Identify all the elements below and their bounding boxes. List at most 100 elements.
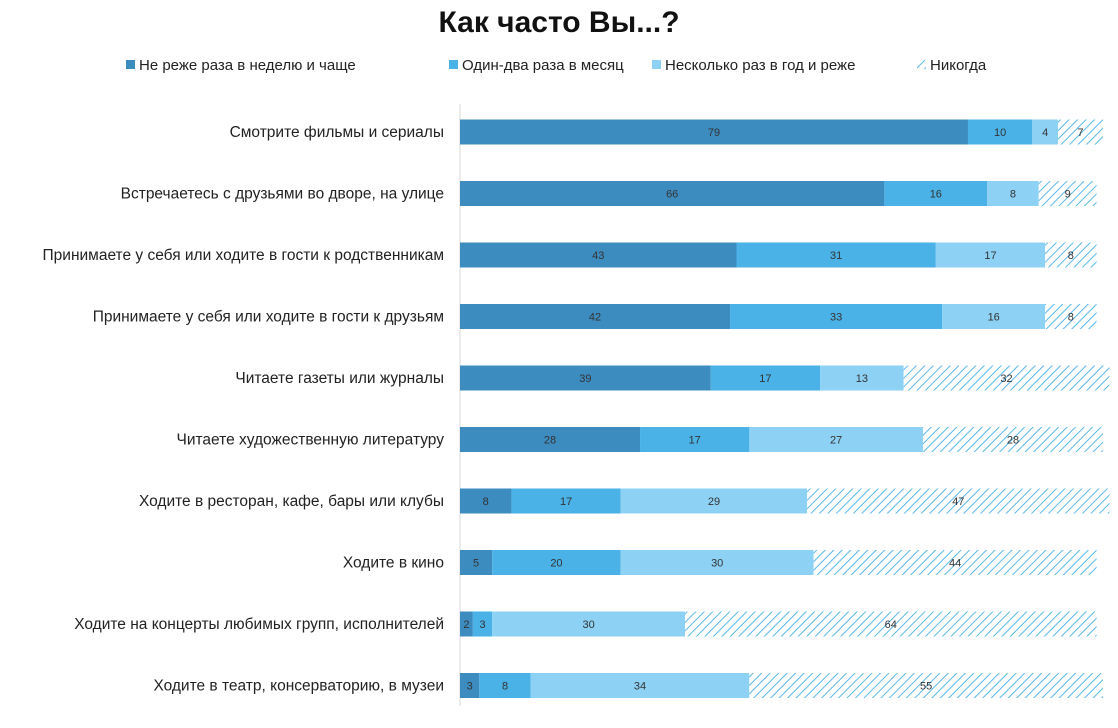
bar-segment <box>460 427 641 452</box>
bar-segment <box>749 673 1103 698</box>
bar-segment <box>1032 119 1058 145</box>
bar-segment <box>460 119 968 145</box>
bar-segment <box>967 119 1033 145</box>
category-label: Читаете газеты или журналы <box>235 370 444 387</box>
data-label: 28 <box>544 435 556 447</box>
data-label: 30 <box>711 558 723 570</box>
data-label: 8 <box>483 496 489 508</box>
bar-segment <box>640 427 750 452</box>
category-labels: Смотрите фильмы и сериалы Встречаетесь с … <box>43 124 445 695</box>
data-label: 16 <box>988 312 1000 324</box>
data-label: 3 <box>479 619 485 631</box>
bar-segment <box>749 427 923 452</box>
data-label: 10 <box>994 127 1006 139</box>
data-label: 5 <box>473 558 479 570</box>
bar-segment <box>1057 119 1103 145</box>
data-label: 7 <box>1077 127 1083 139</box>
category-label: Ходите в ресторан, кафе, бары или клубы <box>139 493 444 510</box>
bar-segment <box>460 365 711 391</box>
bar-segment <box>730 304 943 329</box>
data-label: 28 <box>1007 435 1019 447</box>
chart-title: Как часто Вы...? <box>438 6 679 39</box>
data-label: 17 <box>759 373 771 385</box>
data-label: 17 <box>560 496 572 508</box>
bar-segment <box>460 181 885 206</box>
category-label: Смотрите фильмы и сериалы <box>230 124 444 141</box>
data-label: 8 <box>1010 189 1016 201</box>
data-label: 55 <box>920 681 932 693</box>
data-label: 47 <box>952 496 964 508</box>
bar-segment <box>710 365 821 391</box>
legend-swatch <box>652 60 661 69</box>
data-label: 17 <box>984 250 996 262</box>
bar-segment <box>942 304 1046 329</box>
bar-segment <box>460 550 493 575</box>
bar-segment <box>820 365 904 391</box>
bar-segment <box>492 611 686 637</box>
data-label: 3 <box>467 681 473 693</box>
data-label: 8 <box>1068 312 1074 324</box>
category-label: Встречаетесь с друзьями во дворе, на ули… <box>121 186 444 203</box>
category-label: Принимаете у себя или ходите в гости к д… <box>93 309 444 326</box>
bar-segment <box>935 242 1046 268</box>
data-label: 66 <box>666 189 678 201</box>
legend-swatch <box>449 60 458 69</box>
bar-segment <box>460 611 473 637</box>
chart-legend: Не реже раза в неделю и чаще Один-два раз… <box>126 57 987 74</box>
data-label: 13 <box>856 373 868 385</box>
bar-segment <box>460 488 512 514</box>
data-label: 17 <box>689 435 701 447</box>
bar-segment <box>685 611 1097 637</box>
data-label: 42 <box>589 312 601 324</box>
legend-label: Один-два раза в месяц <box>462 57 624 74</box>
bar-segment <box>460 673 480 698</box>
bar-segment <box>472 611 493 637</box>
legend-swatch <box>126 60 135 69</box>
bar-segment <box>1045 242 1097 268</box>
bar-segment <box>1045 304 1097 329</box>
data-label: 32 <box>1000 373 1012 385</box>
bar-segment <box>511 488 621 514</box>
data-label: 64 <box>885 619 897 631</box>
category-label: Ходите в театр, консерваторию, в музеи <box>153 678 444 695</box>
data-label: 2 <box>463 619 469 631</box>
data-label: 34 <box>634 681 646 693</box>
data-label: 8 <box>502 681 508 693</box>
category-label: Ходите на концерты любимых групп, исполн… <box>74 616 444 633</box>
legend-label: Не реже раза в неделю и чаще <box>139 57 356 74</box>
data-label: 9 <box>1065 189 1071 201</box>
bar-segment <box>620 550 814 575</box>
bar-segment <box>460 242 737 268</box>
data-label: 16 <box>930 189 942 201</box>
data-label: 33 <box>830 312 842 324</box>
bar-segment <box>807 488 1110 514</box>
bar-segment <box>1038 181 1097 206</box>
bar-segment <box>903 365 1110 391</box>
data-label: 39 <box>579 373 591 385</box>
legend-label: Никогда <box>930 57 987 74</box>
data-label: 27 <box>830 435 842 447</box>
data-label: 8 <box>1068 250 1074 262</box>
data-label: 44 <box>949 558 961 570</box>
category-label: Читаете художественную литературу <box>177 432 445 449</box>
data-label: 20 <box>550 558 562 570</box>
data-label: 30 <box>582 619 594 631</box>
bar-segment <box>922 427 1103 452</box>
data-label: 4 <box>1042 127 1048 139</box>
data-label: 43 <box>592 250 604 262</box>
data-label: 79 <box>708 127 720 139</box>
data-label: 31 <box>830 250 842 262</box>
bar-segment <box>884 181 988 206</box>
bar-segment <box>620 488 808 514</box>
category-label: Ходите в кино <box>343 555 444 572</box>
legend-label: Несколько раз в год и реже <box>665 57 855 74</box>
data-label: 29 <box>708 496 720 508</box>
bar-segment <box>530 673 750 698</box>
bar-segment <box>987 181 1039 206</box>
category-label: Принимаете у себя или ходите в гости к р… <box>43 247 444 264</box>
bar-segment <box>813 550 1097 575</box>
bar-segment <box>479 673 531 698</box>
bar-segment <box>492 550 621 575</box>
